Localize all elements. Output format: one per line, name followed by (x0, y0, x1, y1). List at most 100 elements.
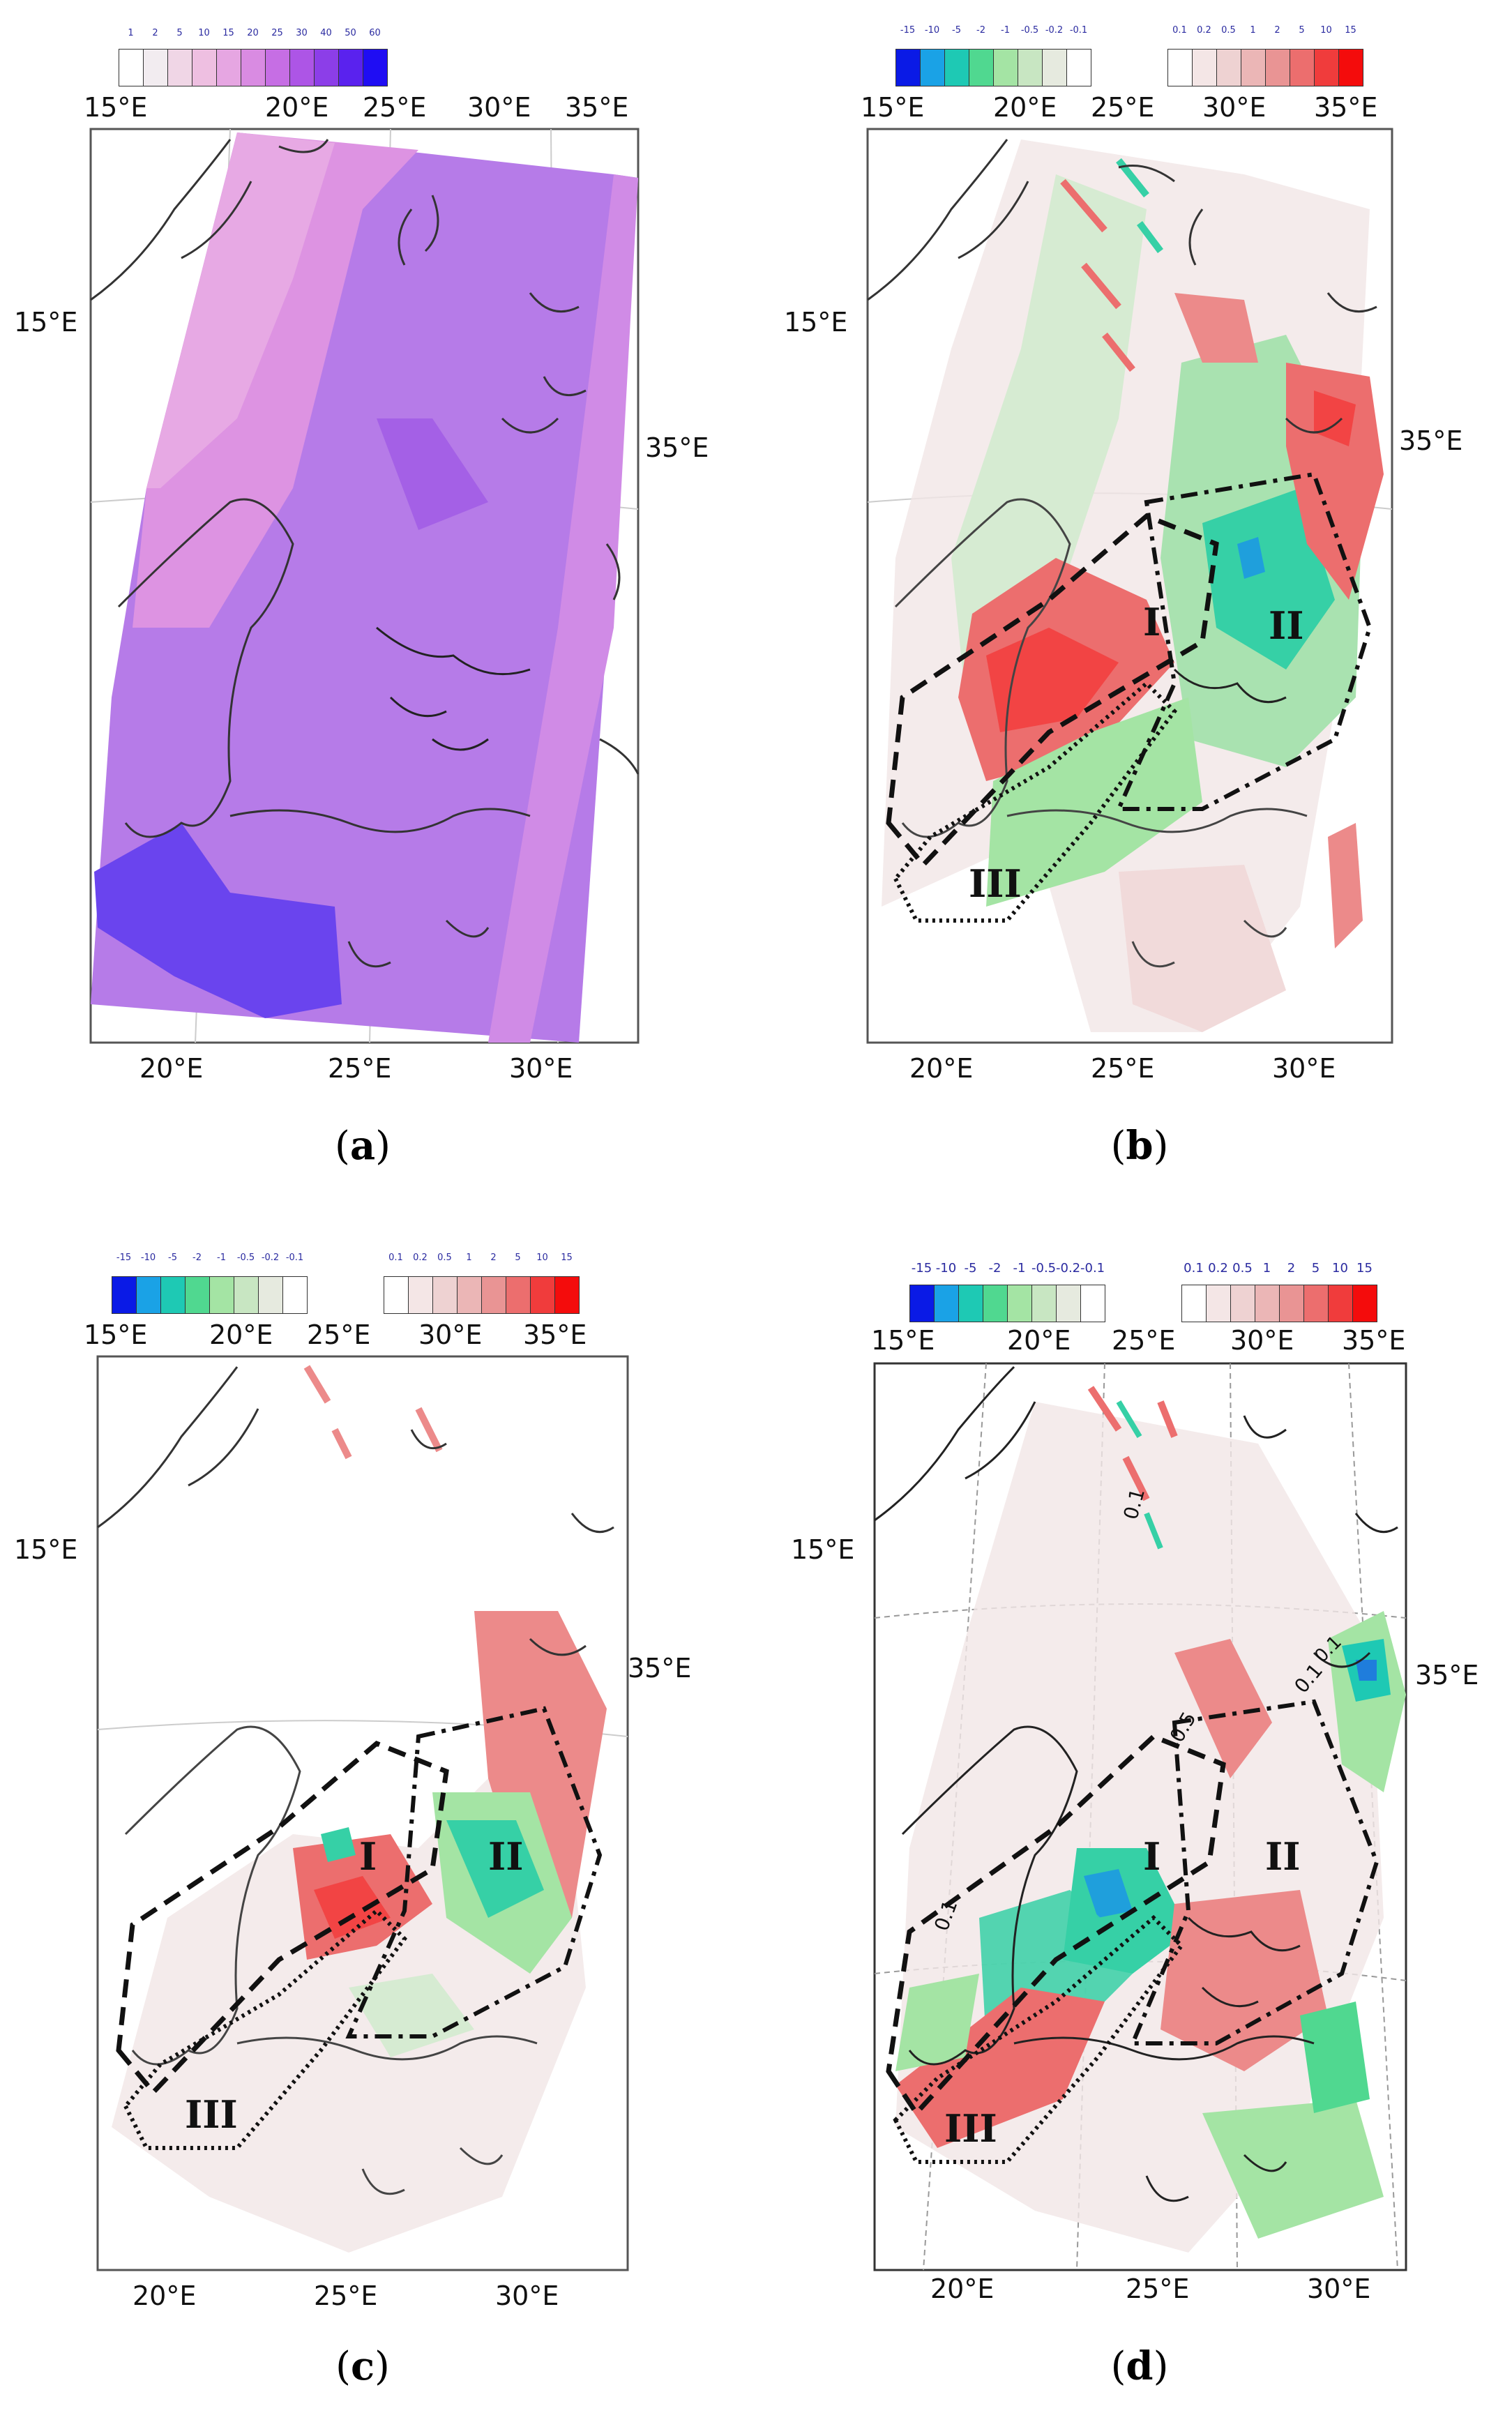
colorbar-tick-label: 1 (1250, 25, 1256, 36)
map-a (89, 128, 640, 1044)
colorbar-tick-label: 60 (369, 28, 381, 38)
lon-top-20: 20°E (265, 92, 329, 123)
colorbar-tick-label: 1 (466, 1253, 472, 1263)
colorbar-cell (1056, 1285, 1081, 1322)
caption-b: (b) (1110, 1123, 1169, 1169)
colorbar-tick-label: 10 (1332, 1261, 1348, 1276)
lon-bottom-30: 30°E (1272, 1053, 1336, 1084)
colorbar-cell (1216, 49, 1241, 86)
colorbar-cell (457, 1276, 482, 1314)
colorbar-tick-label: -0.2 (261, 1253, 280, 1263)
lon-top-35: 35°E (565, 92, 629, 123)
colorbar-tick-label: 0.1 (1184, 1261, 1204, 1276)
colorbar-cell (143, 49, 168, 86)
map-d (873, 1362, 1407, 2271)
colorbar-tick-label: 0.1 (1172, 25, 1187, 36)
colorbar-tick-label: 1 (1262, 1261, 1271, 1276)
colorbar-cell (1066, 49, 1091, 86)
colorbar-tick-label: -10 (935, 1261, 957, 1276)
lon-top-25: 25°E (363, 92, 427, 123)
colorbar-tick-label: 2 (1287, 1261, 1296, 1276)
colorbar-tick-label: -0.1 (1080, 1261, 1105, 1276)
lon-top-35: 35°E (1342, 1325, 1406, 1356)
colorbar-tick-label: -1 (1013, 1261, 1026, 1276)
colorbar-cell (160, 1276, 186, 1314)
colorbar-tick-label: -0.5 (236, 1253, 255, 1263)
colorbar-cell (167, 49, 192, 86)
lon-bottom-30: 30°E (509, 1053, 573, 1084)
colorbar-cell (506, 1276, 531, 1314)
lon-bottom-25: 25°E (1126, 2274, 1190, 2304)
lon-bottom-25: 25°E (314, 2280, 378, 2311)
colorbar-tick-label: 5 (176, 28, 183, 38)
colorbar-tick-label: -10 (140, 1253, 156, 1263)
colorbar-tick-label: -1 (217, 1253, 226, 1263)
lon-side-right: 35°E (628, 1653, 692, 1684)
colorbar-tick-label: -0.2 (1045, 25, 1064, 36)
colorbar-tick-label: -5 (964, 1261, 977, 1276)
colorbar-a-ticks: 1 2 5 10 15 20 25 30 40 50 60 (119, 28, 387, 38)
colorbar-tick-label: 15 (222, 28, 234, 38)
colorbar-tick-label: 10 (1320, 25, 1332, 36)
lon-bottom-20: 20°E (909, 1053, 974, 1084)
colorbar-cell (314, 49, 339, 86)
colorbar-cell (289, 49, 315, 86)
colorbar-cell (1080, 1285, 1105, 1322)
region-label-III: III (185, 2092, 238, 2137)
colorbar-cell (1328, 1285, 1353, 1322)
colorbar-cell (909, 1285, 935, 1322)
region-label-II: II (1265, 1834, 1301, 1879)
colorbar-tick-label: 30 (296, 28, 308, 38)
lon-bottom-30: 30°E (495, 2280, 559, 2311)
lon-top-15: 15°E (861, 92, 925, 123)
colorbar-tick-label: 15 (1356, 1261, 1373, 1276)
colorbar-cell (216, 49, 241, 86)
colorbar-c-neg (112, 1276, 308, 1314)
colorbar-b-neg (895, 49, 1091, 86)
lon-top-35: 35°E (1314, 92, 1378, 123)
lon-top-15: 15°E (871, 1325, 935, 1356)
colorbar-tick-label: -5 (168, 1253, 177, 1263)
colorbar-cell (1265, 49, 1290, 86)
region-label-III: III (944, 2106, 997, 2151)
lon-side-right: 35°E (1415, 1660, 1479, 1690)
colorbar-tick-label: 15 (561, 1253, 573, 1263)
lon-bottom-20: 20°E (133, 2280, 197, 2311)
lon-side-left: 15°E (14, 307, 78, 338)
colorbar-cell (1181, 1285, 1207, 1322)
colorbar-cell (282, 1276, 308, 1314)
panel-d: -15 -10 -5 -2 -1 -0.5 -0.2 -0.1 0.1 0.2 0.5 1 2 5 10 1… (756, 1220, 1512, 2436)
colorbar-tick-label: -0.1 (285, 1253, 304, 1263)
colorbar-cell (1352, 1285, 1377, 1322)
map-c (96, 1355, 629, 2271)
colorbar-cell (1290, 49, 1315, 86)
lon-bottom-25: 25°E (1091, 1053, 1155, 1084)
lon-side-right: 35°E (1399, 425, 1463, 456)
colorbar-tick-label: -5 (952, 25, 961, 36)
colorbar-tick-label: -2 (192, 1253, 202, 1263)
colorbar-cell (1042, 49, 1067, 86)
colorbar-d-pos-ticks: 0.1 0.2 0.5 1 2 5 10 15 (1181, 1261, 1377, 1276)
colorbar-cell (1018, 49, 1043, 86)
lon-bottom-20: 20°E (139, 1053, 204, 1084)
colorbar-d-pos (1181, 1285, 1377, 1322)
lon-top-30: 30°E (1202, 92, 1267, 123)
lon-bottom-30: 30°E (1307, 2274, 1371, 2304)
colorbar-tick-label: -0.2 (1056, 1261, 1081, 1276)
colorbar-cell (554, 1276, 580, 1314)
lon-top-25: 25°E (1091, 92, 1155, 123)
colorbar-cell (895, 49, 921, 86)
colorbar-cell (1230, 1285, 1255, 1322)
lon-top-30: 30°E (467, 92, 531, 123)
colorbar-tick-label: 0.2 (1208, 1261, 1228, 1276)
colorbar-cell (432, 1276, 458, 1314)
colorbar-cell (1338, 49, 1363, 86)
colorbar-cell (1167, 49, 1193, 86)
colorbar-tick-label: 1 (128, 28, 134, 38)
colorbar-cell (481, 1276, 506, 1314)
panel-c: -15 -10 -5 -2 -1 -0.5 -0.2 -0.1 0.1 0.2 0.5 1 2 5 10 1… (0, 1220, 756, 2436)
colorbar-tick-label: -15 (900, 25, 916, 36)
lon-top-20: 20°E (1007, 1325, 1071, 1356)
colorbar-cell (530, 1276, 555, 1314)
lon-top-25: 25°E (1112, 1325, 1176, 1356)
